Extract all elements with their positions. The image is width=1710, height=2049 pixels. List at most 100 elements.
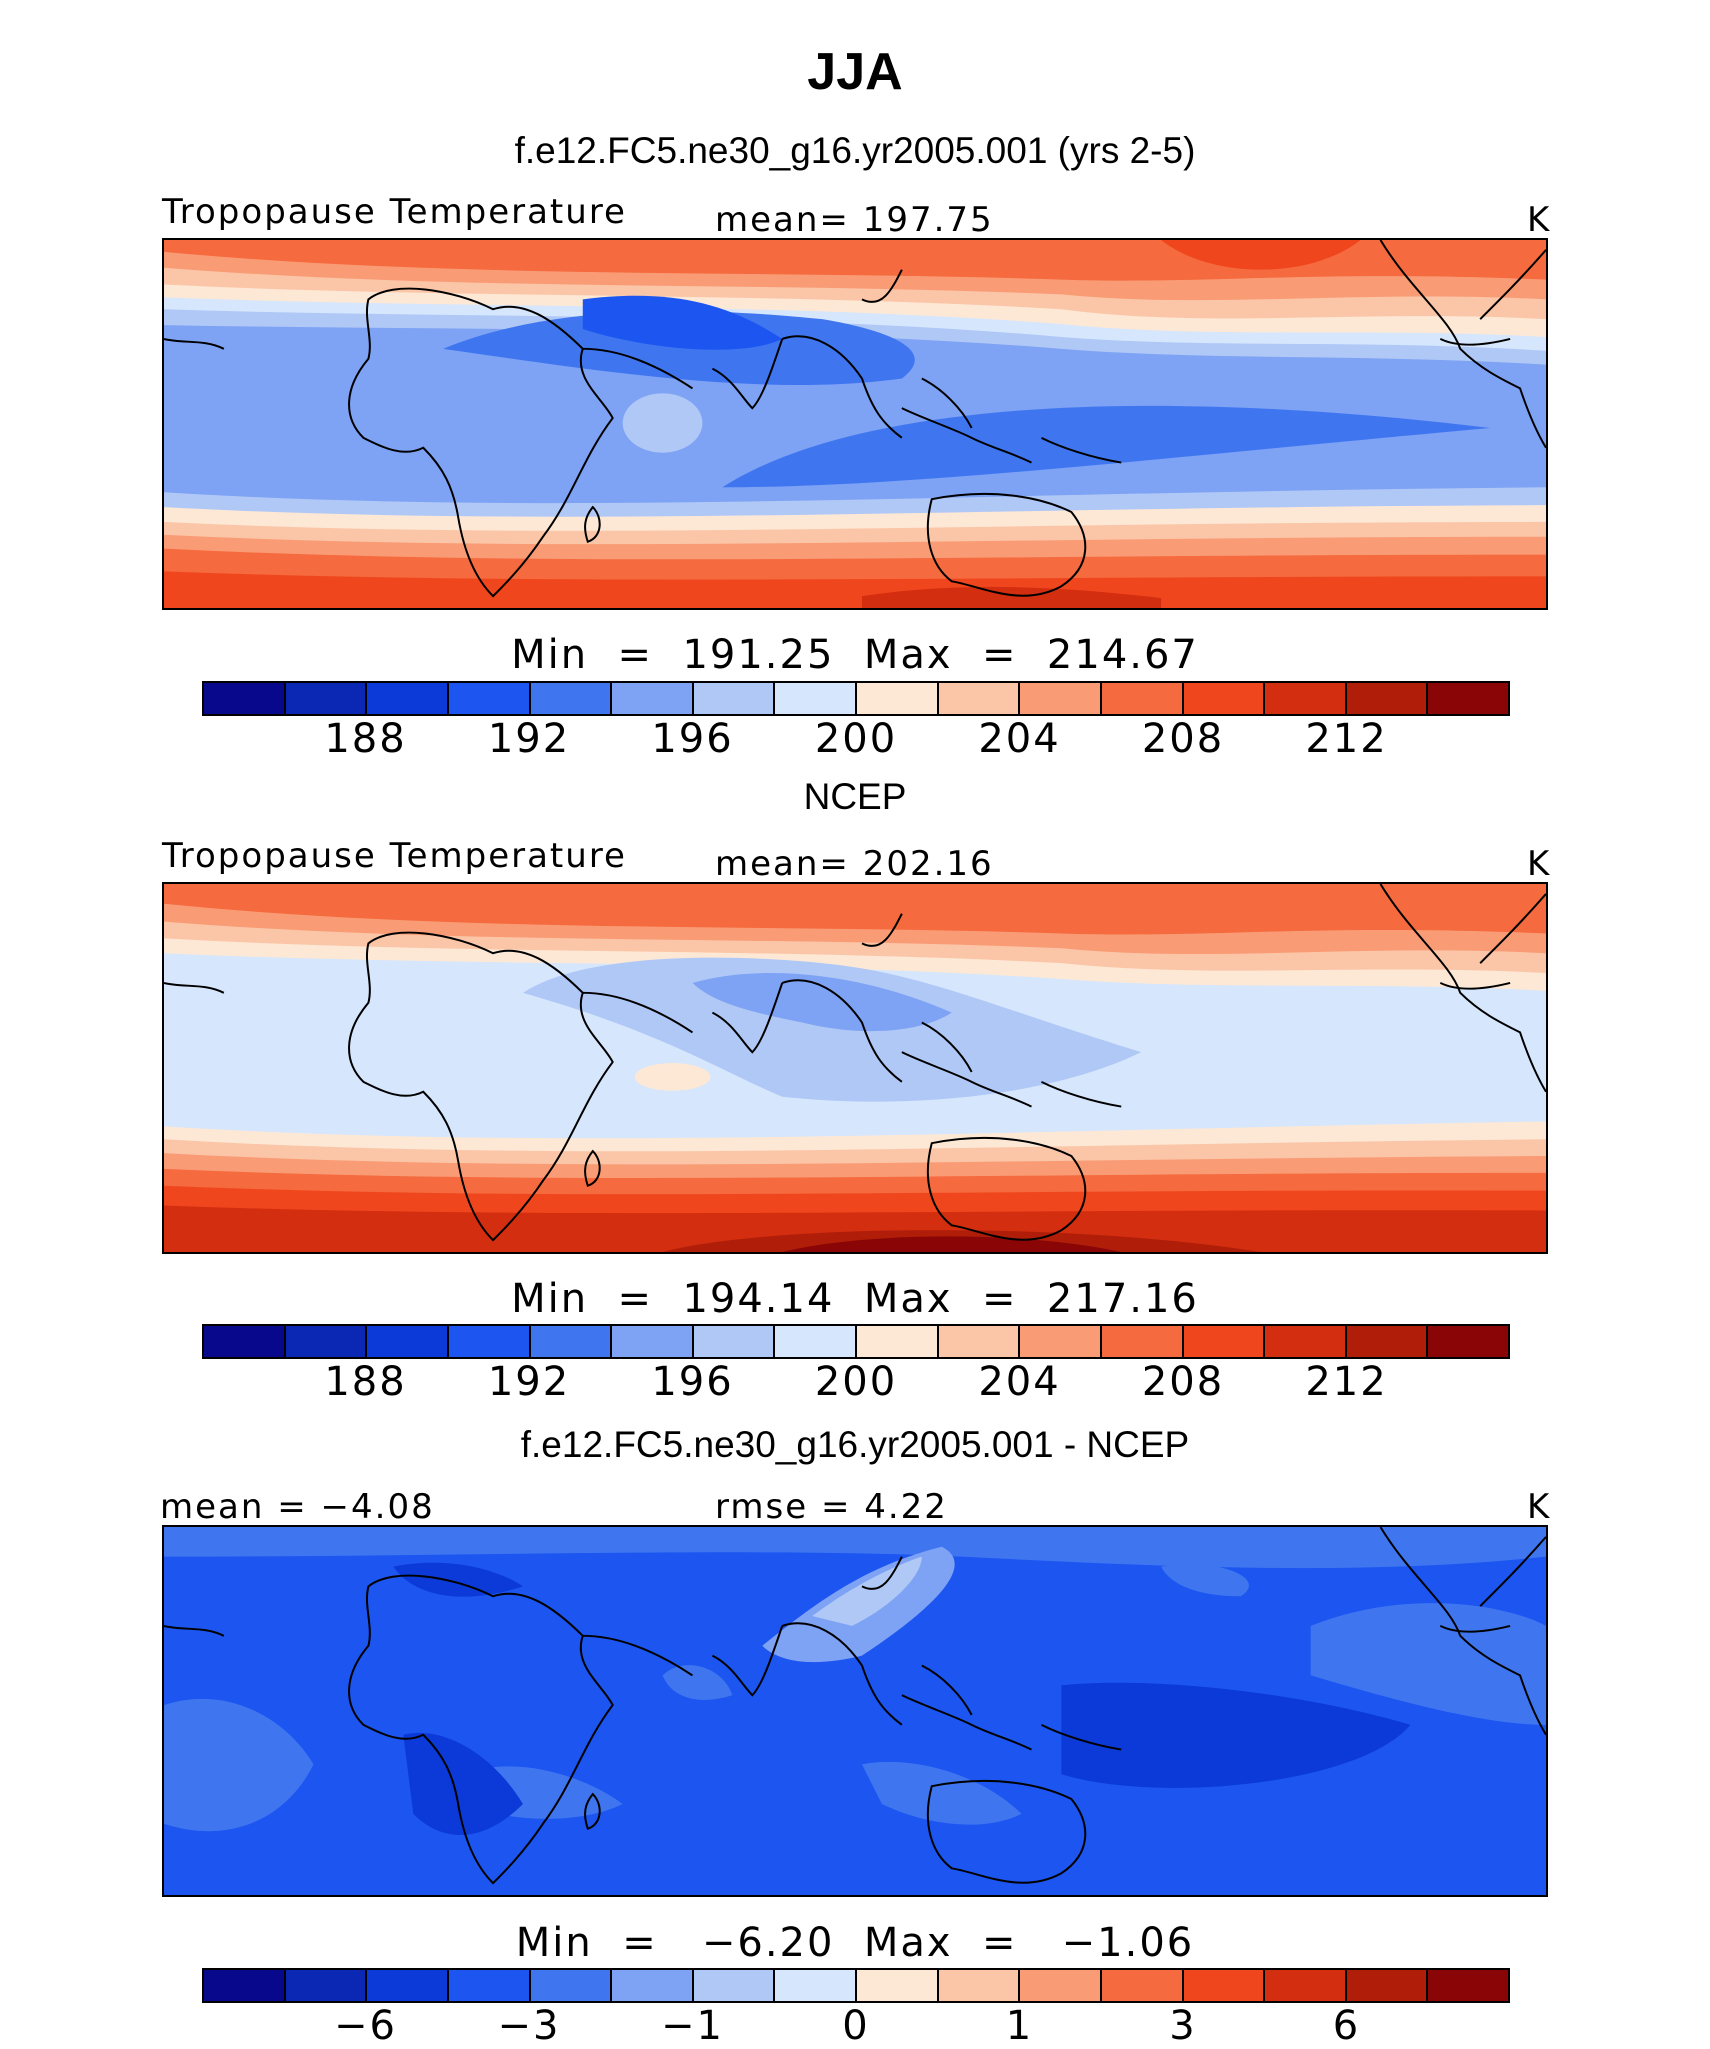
panel-2-coastlines xyxy=(164,884,1546,1242)
region-warm-pool xyxy=(522,957,1142,1102)
colorbar-tick-label: 204 xyxy=(978,1359,1061,1405)
colorbar-swatch xyxy=(938,1326,1021,1357)
colorbar-tick-label: −3 xyxy=(497,2003,561,2049)
panel-1-coastlines xyxy=(164,240,1546,598)
colorbar-swatch xyxy=(1183,1326,1266,1357)
panel-1-minmax: Min = 191.25 Max = 214.67 xyxy=(511,632,1199,678)
colorbar-tick-label: 204 xyxy=(978,716,1061,762)
region-east-asia-max xyxy=(812,1556,922,1626)
colorbar-swatch xyxy=(1020,683,1102,714)
colorbar-swatch xyxy=(285,1970,368,2001)
colorbar-swatch xyxy=(1265,1970,1347,2001)
panel-3-map xyxy=(162,1525,1548,1897)
panel-2-mean-label: mean= 202.16 xyxy=(715,844,994,884)
colorbar-tick-label: 188 xyxy=(324,716,407,762)
colorbar-swatch xyxy=(1265,683,1347,714)
figure-title: JJA xyxy=(807,43,903,101)
panel-3-colorbar xyxy=(202,1968,1510,2003)
panel-2-colorbar xyxy=(202,1324,1510,1359)
colorbar-tick-label: 6 xyxy=(1332,2003,1361,2049)
colorbar-swatch xyxy=(285,683,368,714)
panel-2-minmax: Min = 194.14 Max = 217.16 xyxy=(511,1276,1199,1322)
colorbar-swatch xyxy=(1346,1970,1429,2001)
band-south-6 xyxy=(164,1205,1546,1252)
colorbar-tick-label: 208 xyxy=(1141,716,1225,762)
colorbar-swatch xyxy=(775,683,857,714)
colorbar-tick-label: 200 xyxy=(814,716,898,762)
colorbar-tick-label: 3 xyxy=(1169,2003,1197,2049)
colorbar-swatch xyxy=(1020,1326,1102,1357)
colorbar-swatch xyxy=(204,1970,286,2001)
region-arabian-sea xyxy=(662,1665,733,1700)
region-north-pacific-warm xyxy=(1161,240,1361,270)
colorbar-swatch xyxy=(1020,1970,1102,2001)
colorbar-swatch xyxy=(285,1326,368,1357)
panel-3-map-svg xyxy=(164,1527,1546,1895)
colorbar-tick-label: 1 xyxy=(1005,2003,1034,2049)
panel-1-map xyxy=(162,238,1548,610)
panel-1-map-svg xyxy=(164,240,1546,608)
colorbar-swatch xyxy=(1101,1970,1184,2001)
colorbar-swatch xyxy=(448,683,531,714)
band-south-7 xyxy=(861,586,1162,608)
colorbar-swatch xyxy=(612,1970,694,2001)
colorbar-swatch xyxy=(367,683,449,714)
colorbar-swatch xyxy=(938,683,1021,714)
colorbar-swatch xyxy=(1346,1326,1429,1357)
colorbar-tick-label: 208 xyxy=(1141,1359,1225,1405)
colorbar-swatch xyxy=(775,1970,857,2001)
region-australia xyxy=(861,1761,1022,1825)
colorbar-swatch xyxy=(938,1970,1021,2001)
band-south-8 xyxy=(782,1236,1122,1252)
panel-1-subtitle: f.e12.FC5.ne30_g16.yr2005.001 (yrs 2-5) xyxy=(514,130,1196,171)
colorbar-swatch xyxy=(1183,683,1266,714)
region-africa-interior xyxy=(403,1732,523,1836)
colorbar-tick-label: 0 xyxy=(842,2003,870,2049)
colorbar-swatch xyxy=(530,1326,613,1357)
panel-1-colorbar xyxy=(202,681,1510,716)
colorbar-swatch xyxy=(1101,1326,1184,1357)
region-asia-min xyxy=(582,295,783,350)
panel-1-variable-label: Tropopause Temperature xyxy=(162,192,627,232)
region-north-pacific xyxy=(1161,1563,1249,1597)
colorbar-swatch xyxy=(775,1326,857,1357)
region-central-pacific xyxy=(1061,1682,1411,1788)
colorbar-swatch xyxy=(367,1970,449,2001)
region-atlantic-south xyxy=(164,1698,314,1832)
colorbar-swatch xyxy=(1346,683,1429,714)
region-north-edge xyxy=(164,1527,1546,1569)
colorbar-tick-label: 188 xyxy=(324,1359,407,1405)
colorbar-swatch xyxy=(857,683,939,714)
panel-2-map xyxy=(162,882,1548,1254)
panel-2-subtitle: NCEP xyxy=(803,776,907,817)
panel-1-units-label: K xyxy=(1527,200,1552,240)
colorbar-swatch xyxy=(448,1970,531,2001)
panel-3-subtitle: f.e12.FC5.ne30_g16.yr2005.001 - NCEP xyxy=(520,1424,1190,1465)
colorbar-swatch xyxy=(530,1970,613,2001)
region-indian-ocean-warm xyxy=(622,393,703,453)
colorbar-swatch xyxy=(530,683,613,714)
panel-2-map-svg xyxy=(164,884,1546,1252)
colorbar-swatch xyxy=(857,1326,939,1357)
colorbar-swatch xyxy=(693,1970,776,2001)
panel-3-units-label: K xyxy=(1527,1487,1552,1527)
colorbar-tick-label: 196 xyxy=(651,716,734,762)
region-indian-ocean-warm xyxy=(634,1063,711,1091)
panel-2-units-label: K xyxy=(1527,844,1552,884)
panel-3-mean-label: mean = −4.08 xyxy=(160,1487,435,1527)
colorbar-swatch xyxy=(857,1970,939,2001)
region-pacific-low xyxy=(722,405,1491,488)
colorbar-swatch xyxy=(1265,1326,1347,1357)
colorbar-swatch xyxy=(1428,1970,1508,2001)
colorbar-swatch xyxy=(1101,683,1184,714)
colorbar-tick-label: −6 xyxy=(334,2003,397,2049)
colorbar-swatch xyxy=(1428,683,1508,714)
colorbar-swatch xyxy=(448,1326,531,1357)
panel-3-minmax: Min = −6.20 Max = −1.06 xyxy=(515,1920,1195,1966)
colorbar-tick-label: 212 xyxy=(1305,716,1388,762)
colorbar-tick-label: 192 xyxy=(487,716,571,762)
colorbar-swatch xyxy=(204,683,286,714)
panel-3-coastlines xyxy=(164,1527,1546,1885)
colorbar-swatch xyxy=(1428,1326,1508,1357)
colorbar-swatch xyxy=(612,1326,694,1357)
